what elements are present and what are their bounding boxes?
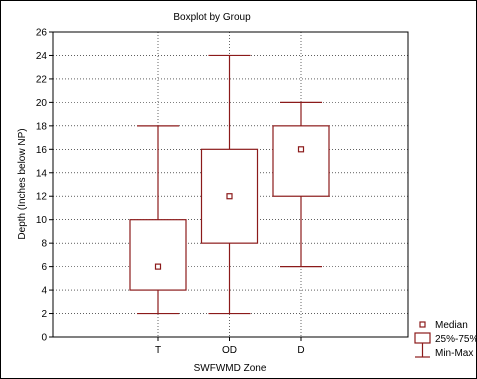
y-axis-label: Depth (Inches below NP) [17,128,28,239]
y-tick-label: 26 [36,28,48,39]
x-axis-label: SWFWMD Zone [194,363,267,374]
median-marker [154,263,162,270]
x-tick-label: D [297,345,304,356]
y-tick-label: 8 [41,239,47,250]
box-group-t [129,125,187,315]
y-tick-label: 22 [36,74,48,85]
plot-area [52,31,409,338]
legend-box-symbol [414,332,431,344]
y-tick-label: 18 [36,121,48,132]
x-tick-label: T [155,345,161,356]
box-group-od [200,54,259,315]
legend-label-median: Median [435,320,468,331]
legend-label-whisker: Min-Max [435,348,473,359]
y-tick-label: 2 [41,309,47,320]
y-tick-label: 0 [41,333,47,344]
iqr-box [272,125,330,197]
legend-label-box: 25%-75% [435,334,477,345]
median-marker [226,193,233,200]
y-tick-label: 16 [36,145,48,156]
boxes [129,54,330,315]
x-tick-label: OD [222,345,237,356]
y-tick-label: 10 [36,215,48,226]
y-tick-label: 6 [41,262,47,273]
x-axis-ticks: T OD D [155,337,305,356]
iqr-box [129,219,187,291]
y-tick-label: 4 [41,286,47,297]
legend: Median 25%-75% Min-Max [414,320,477,359]
y-tick-label: 24 [36,51,48,62]
y-tick-label: 12 [36,192,48,203]
median-marker [297,146,305,153]
chart-title: Boxplot by Group [173,12,251,23]
y-tick-label: 20 [36,98,48,109]
box-group-d [272,101,330,268]
y-tick-label: 14 [36,168,48,179]
legend-median-symbol [419,321,426,328]
